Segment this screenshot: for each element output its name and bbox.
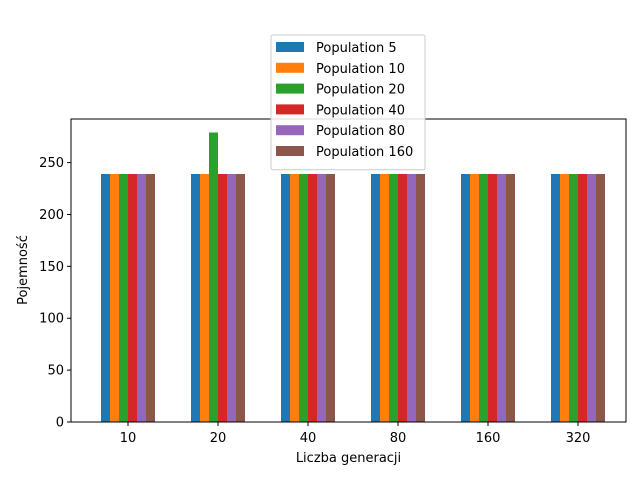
bar-population-80-gen-40 xyxy=(317,173,326,422)
x-tick-label: 320 xyxy=(566,431,591,446)
x-axis: 10 20 40 80 160 320 xyxy=(120,422,591,446)
legend-label: Population 20 xyxy=(316,83,405,98)
legend-swatch xyxy=(276,146,304,156)
bar-population-80-gen-20 xyxy=(227,173,236,422)
bar-population-10-gen-160 xyxy=(470,173,479,422)
x-tick-label: 160 xyxy=(476,431,501,446)
y-tick-label: 100 xyxy=(39,312,64,327)
bar-population-160-gen-80 xyxy=(416,173,425,422)
bar-population-10-gen-80 xyxy=(380,173,389,422)
y-axis-label: Pojemność xyxy=(16,235,31,305)
legend-label: Population 5 xyxy=(316,41,397,56)
x-tick-label: 10 xyxy=(120,431,137,446)
bar-population-5-gen-40 xyxy=(281,173,290,422)
bar-population-20-gen-10 xyxy=(119,173,128,422)
y-tick-label: 200 xyxy=(39,208,64,223)
bar-population-80-gen-80 xyxy=(407,173,416,422)
legend-label: Population 80 xyxy=(316,124,405,139)
bar-population-20-gen-320 xyxy=(569,173,578,422)
bar-population-5-gen-320 xyxy=(551,173,560,422)
bar-population-160-gen-20 xyxy=(236,173,245,422)
bar-population-40-gen-20 xyxy=(218,173,227,422)
bar-population-10-gen-10 xyxy=(110,173,119,422)
bar-population-80-gen-320 xyxy=(587,173,596,422)
bar-population-80-gen-10 xyxy=(137,173,146,422)
legend-box xyxy=(270,34,426,171)
legend: Population 5 Population 10 Population 20 Po… xyxy=(270,34,426,171)
legend-swatch xyxy=(276,62,304,73)
bar-population-160-gen-320 xyxy=(596,173,605,422)
legend-label: Population 40 xyxy=(316,103,405,118)
bars-group xyxy=(101,132,605,422)
bar-population-10-gen-40 xyxy=(290,173,299,422)
bar-population-80-gen-160 xyxy=(497,173,506,422)
bar-population-40-gen-320 xyxy=(578,173,587,422)
bar-population-40-gen-40 xyxy=(308,173,317,422)
bar-population-5-gen-20 xyxy=(191,173,200,422)
bar-population-160-gen-40 xyxy=(326,173,335,422)
bar-population-10-gen-320 xyxy=(560,173,569,422)
y-tick-label: 150 xyxy=(39,260,64,275)
x-tick-label: 80 xyxy=(390,431,407,446)
bar-population-20-gen-80 xyxy=(389,173,398,422)
bar-population-20-gen-20 xyxy=(209,132,218,422)
legend-swatch xyxy=(276,42,304,52)
bar-population-20-gen-40 xyxy=(299,173,308,422)
bar-population-40-gen-10 xyxy=(128,173,137,422)
x-axis-label: Liczba generacji xyxy=(296,451,401,466)
y-tick-label: 250 xyxy=(39,156,64,171)
bar-population-160-gen-160 xyxy=(506,173,515,422)
bar-population-160-gen-10 xyxy=(146,173,155,422)
bar-population-5-gen-80 xyxy=(371,173,380,422)
bar-population-5-gen-10 xyxy=(101,173,110,422)
y-tick-label: 0 xyxy=(56,416,64,431)
bar-population-5-gen-160 xyxy=(461,173,470,422)
legend-label: Population 160 xyxy=(316,145,413,160)
y-axis: 0 50 100 150 200 250 xyxy=(39,156,71,431)
legend-swatch xyxy=(276,125,304,136)
y-tick-label: 50 xyxy=(47,364,64,379)
x-tick-label: 40 xyxy=(300,431,317,446)
legend-swatch xyxy=(276,83,304,94)
bar-population-10-gen-20 xyxy=(200,173,209,422)
legend-swatch xyxy=(276,104,304,115)
bar-population-40-gen-80 xyxy=(398,173,407,422)
bar-population-40-gen-160 xyxy=(488,173,497,422)
legend-label: Population 10 xyxy=(316,62,405,77)
x-tick-label: 20 xyxy=(210,431,227,446)
bar-population-20-gen-160 xyxy=(479,173,488,422)
